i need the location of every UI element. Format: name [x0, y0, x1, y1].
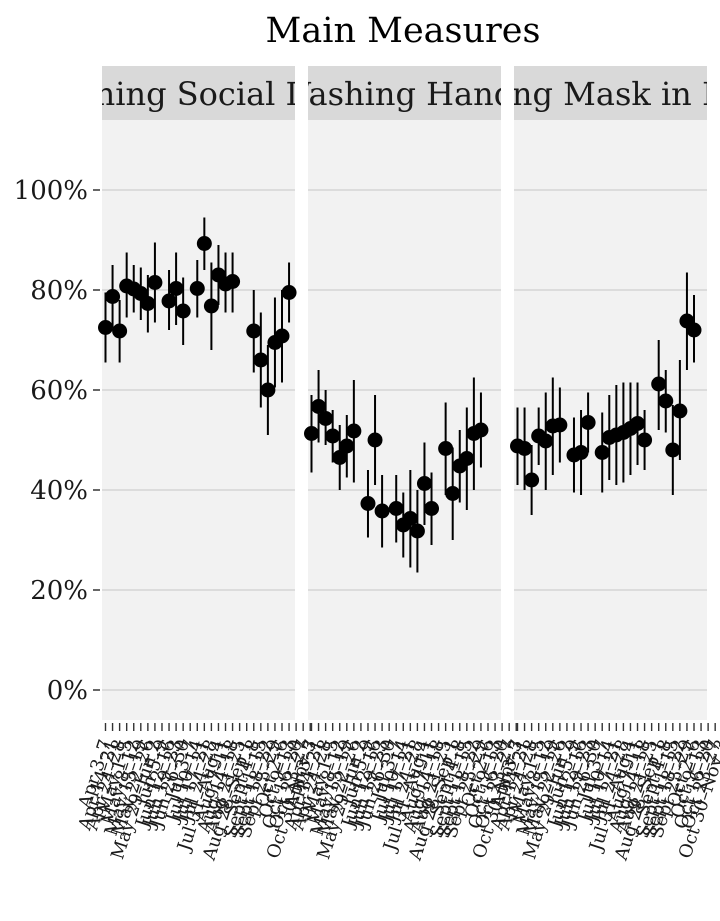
data-point [630, 416, 646, 431]
data-point [672, 403, 688, 419]
data-point [402, 511, 418, 526]
data-point [658, 393, 674, 409]
data-point [665, 442, 681, 458]
data-point [388, 501, 404, 516]
data-point [651, 376, 667, 392]
data-point [140, 296, 156, 311]
data-point [573, 445, 589, 460]
data-point [424, 501, 440, 516]
data-point [196, 236, 212, 251]
y-tick-label: 40% [30, 476, 88, 506]
data-point [438, 441, 454, 456]
data-point [360, 496, 376, 511]
data-point [161, 293, 177, 309]
data-point [367, 432, 383, 448]
panel-background [514, 120, 707, 720]
data-point [246, 323, 262, 339]
data-point [374, 503, 390, 519]
data-point [445, 486, 461, 501]
data-point [686, 322, 702, 338]
data-point [281, 285, 297, 300]
data-point [147, 275, 163, 290]
chart-title: Main Measures [266, 11, 541, 51]
data-point [112, 323, 128, 339]
data-point [274, 328, 290, 344]
y-tick-label: 80% [30, 276, 88, 306]
facet-strip-label: Maintaining Social Distance [0, 75, 427, 113]
y-tick-label: 0% [47, 676, 88, 706]
y-tick-label: 20% [30, 576, 88, 606]
data-point [225, 274, 241, 289]
data-point [517, 441, 533, 456]
panel-background [102, 120, 295, 720]
facet-strip [308, 66, 501, 120]
data-point [189, 281, 205, 296]
data-point [459, 451, 475, 466]
data-point [325, 428, 341, 444]
data-point [580, 415, 596, 430]
data-point [98, 320, 113, 335]
data-point [594, 445, 610, 460]
data-point [304, 426, 319, 441]
data-point [253, 352, 269, 368]
facet-strip [514, 66, 707, 120]
facet-strip-label: Washing Hands [278, 75, 530, 113]
data-point [552, 417, 568, 433]
data-point [339, 438, 355, 454]
data-point [260, 382, 276, 398]
y-axis: 0% 20% 40% 60% 80% 100% [14, 176, 100, 706]
y-tick-label: 60% [30, 376, 88, 406]
facet-strip-label: Wearing Mask in Public [418, 75, 720, 113]
data-point [203, 298, 219, 314]
data-point [332, 450, 348, 465]
data-point [538, 433, 554, 449]
data-point [409, 523, 425, 539]
data-point [311, 399, 327, 414]
data-point [637, 432, 653, 448]
y-tick-label: 100% [14, 176, 88, 206]
data-point [318, 411, 334, 426]
data-point [168, 281, 184, 296]
data-point [416, 476, 432, 491]
data-point [346, 423, 362, 439]
data-point [105, 289, 121, 304]
data-point [175, 303, 191, 319]
data-point [473, 422, 489, 438]
panel-background [308, 120, 501, 720]
data-point [524, 472, 540, 488]
facet-strip [102, 66, 295, 120]
